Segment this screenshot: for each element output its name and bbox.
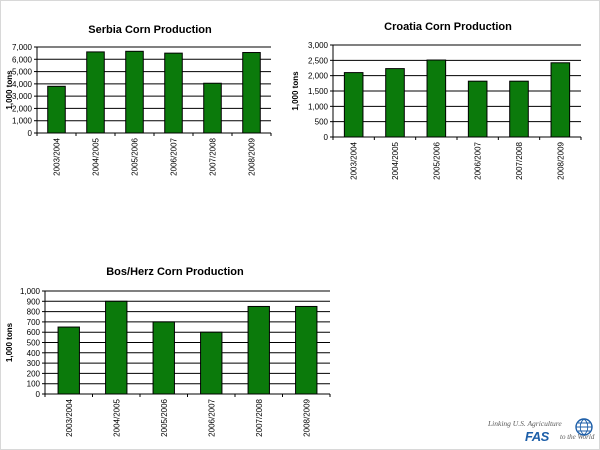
y-tick-label: 1,000 <box>20 287 41 296</box>
y-axis-label: 1,000 tons <box>5 70 14 110</box>
logo-acronym: FAS <box>525 429 549 444</box>
bar <box>509 80 529 138</box>
fas-logo: Linking U.S. Agriculture FAS to the Worl… <box>488 415 600 450</box>
logo-tagline-bottom: to the World <box>560 433 595 441</box>
bar <box>86 51 105 134</box>
chart-title: Bos/Herz Corn Production <box>106 266 244 278</box>
x-category-label: 2008/2009 <box>556 141 565 179</box>
x-category-label: 2004/2005 <box>112 398 121 436</box>
y-tick-label: 2,000 <box>308 72 329 81</box>
bar <box>242 52 261 134</box>
y-tick-label: 7,000 <box>12 43 33 52</box>
y-tick-label: 300 <box>27 359 41 368</box>
x-category-label: 2005/2006 <box>432 141 441 179</box>
y-tick-label: 3,000 <box>308 41 329 50</box>
bar <box>57 326 80 395</box>
x-category-label: 2007/2008 <box>209 137 218 175</box>
y-tick-label: 3,000 <box>12 92 33 101</box>
y-tick-label: 0 <box>324 133 329 142</box>
x-category-label: 2008/2009 <box>302 398 311 436</box>
bar <box>164 52 183 134</box>
bar <box>152 321 175 395</box>
bar <box>385 68 405 138</box>
bar <box>467 80 488 138</box>
bar <box>247 305 270 395</box>
x-category-label: 2004/2005 <box>391 141 400 179</box>
x-category-label: 2007/2008 <box>515 141 524 179</box>
y-tick-label: 2,500 <box>308 56 329 65</box>
x-category-label: 2003/2004 <box>53 137 62 175</box>
x-category-label: 2006/2007 <box>170 137 179 175</box>
bar <box>426 59 447 138</box>
y-tick-label: 400 <box>27 349 41 358</box>
bar <box>295 305 318 395</box>
bar <box>550 62 571 138</box>
x-category-label: 2006/2007 <box>474 141 483 179</box>
x-category-label: 2005/2006 <box>131 137 140 175</box>
y-tick-label: 0 <box>28 129 33 138</box>
y-tick-label: 500 <box>315 118 329 127</box>
y-tick-label: 700 <box>27 318 41 327</box>
globe-icon <box>575 418 593 436</box>
y-axis-label: 1,000 tons <box>291 71 300 111</box>
y-tick-label: 1,000 <box>308 102 329 111</box>
y-tick-label: 2,000 <box>12 104 33 113</box>
bar <box>125 50 144 134</box>
x-category-label: 2003/2004 <box>350 141 359 179</box>
y-tick-label: 4,000 <box>12 80 33 89</box>
y-tick-label: 100 <box>27 380 41 389</box>
y-tick-label: 1,000 <box>12 117 33 126</box>
logo-tagline-top: Linking U.S. Agriculture <box>488 419 562 428</box>
x-category-label: 2007/2008 <box>255 398 264 436</box>
y-tick-label: 900 <box>27 297 41 306</box>
x-category-label: 2008/2009 <box>248 137 257 175</box>
bar <box>343 72 364 138</box>
y-tick-label: 0 <box>36 390 41 399</box>
y-tick-label: 1,500 <box>308 87 329 96</box>
y-tick-label: 200 <box>27 369 41 378</box>
y-tick-label: 5,000 <box>12 68 33 77</box>
x-category-label: 2004/2005 <box>92 137 101 175</box>
y-axis-label: 1,000 tons <box>5 322 14 362</box>
x-category-label: 2006/2007 <box>207 398 216 436</box>
bar <box>47 85 66 134</box>
chart-title: Serbia Corn Production <box>88 24 212 36</box>
bar <box>105 300 128 395</box>
y-tick-label: 600 <box>27 328 41 337</box>
x-category-label: 2003/2004 <box>65 398 74 436</box>
y-tick-label: 800 <box>27 308 41 317</box>
y-tick-label: 6,000 <box>12 55 33 64</box>
chart-title: Croatia Corn Production <box>384 21 512 33</box>
y-tick-label: 500 <box>27 339 41 348</box>
bar <box>203 82 222 134</box>
x-category-label: 2005/2006 <box>160 398 169 436</box>
bar <box>200 331 223 395</box>
